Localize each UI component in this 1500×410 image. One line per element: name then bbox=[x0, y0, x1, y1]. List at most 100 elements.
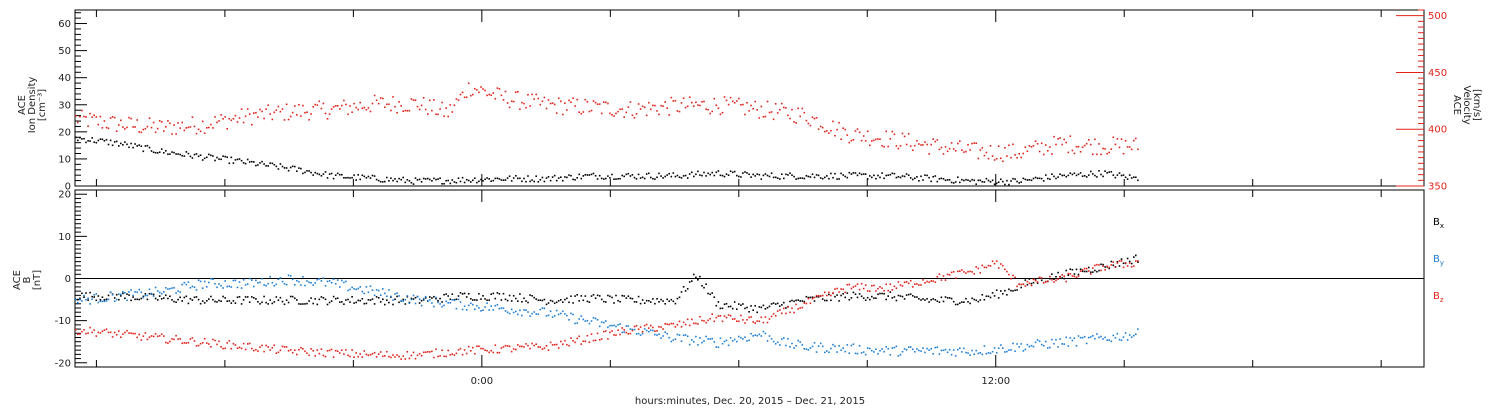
velocity-point bbox=[474, 87, 476, 90]
by-point bbox=[772, 340, 775, 343]
velocity-point bbox=[173, 124, 175, 126]
bz-point bbox=[940, 279, 943, 281]
bx-point bbox=[934, 299, 937, 301]
density-point bbox=[975, 183, 977, 185]
bz-point bbox=[750, 316, 752, 318]
density-point bbox=[971, 178, 973, 181]
velocity-point bbox=[543, 96, 546, 99]
velocity-point bbox=[494, 97, 497, 100]
by-point bbox=[259, 281, 261, 284]
density-point bbox=[592, 172, 595, 175]
density-point bbox=[940, 177, 943, 180]
velocity-point bbox=[1051, 153, 1053, 155]
by-point bbox=[1075, 345, 1078, 347]
velocity-point bbox=[359, 101, 361, 104]
bz-point bbox=[228, 340, 231, 342]
density-point bbox=[809, 176, 812, 178]
legend-by: By bbox=[1433, 254, 1444, 267]
bz-point bbox=[1004, 268, 1006, 271]
velocity-point bbox=[251, 123, 253, 126]
by-point bbox=[267, 282, 269, 285]
velocity-point bbox=[932, 138, 934, 140]
bx-point bbox=[668, 300, 670, 302]
velocity-point bbox=[95, 116, 98, 118]
density-point bbox=[269, 162, 271, 164]
b-tick-label: -10 bbox=[55, 316, 71, 327]
density-point bbox=[930, 180, 932, 183]
velocity-point bbox=[281, 108, 284, 110]
by-point bbox=[864, 353, 867, 356]
density-point bbox=[1051, 173, 1053, 175]
by-point bbox=[607, 326, 609, 329]
density-point bbox=[973, 179, 975, 182]
density-point bbox=[584, 174, 587, 176]
bx-point bbox=[277, 299, 280, 301]
density-point bbox=[183, 155, 186, 157]
bz-point bbox=[711, 313, 713, 315]
velocity-point bbox=[418, 108, 421, 111]
velocity-point bbox=[1096, 153, 1098, 156]
bz-point bbox=[776, 310, 779, 312]
bz-point bbox=[386, 350, 388, 353]
bz-point bbox=[91, 331, 93, 334]
bz-point bbox=[373, 351, 376, 354]
velocity-axis-label-line3: [km/s] bbox=[1471, 89, 1482, 121]
velocity-point bbox=[316, 104, 319, 106]
velocity-point bbox=[111, 116, 114, 118]
bz-point bbox=[535, 343, 537, 345]
bx-point bbox=[1010, 289, 1012, 292]
by-point bbox=[840, 349, 842, 351]
bz-point bbox=[811, 297, 814, 300]
by-point bbox=[531, 312, 533, 315]
by-point bbox=[281, 280, 284, 283]
bz-point bbox=[557, 347, 560, 349]
velocity-point bbox=[355, 106, 357, 109]
by-point bbox=[740, 336, 742, 339]
by-point bbox=[883, 350, 885, 353]
density-point bbox=[359, 178, 361, 181]
bx-point bbox=[377, 297, 380, 299]
velocity-point bbox=[680, 102, 683, 104]
bx-point bbox=[1110, 260, 1113, 263]
bz-point bbox=[437, 355, 439, 358]
velocity-point bbox=[539, 103, 542, 106]
bx-point bbox=[420, 299, 423, 302]
by-point bbox=[107, 298, 110, 301]
bz-point bbox=[568, 344, 570, 347]
bx-point bbox=[412, 298, 415, 300]
density-point bbox=[400, 178, 402, 181]
velocity-point bbox=[343, 99, 345, 102]
bx-point bbox=[138, 298, 140, 301]
velocity-point bbox=[840, 138, 842, 140]
velocity-point bbox=[248, 113, 251, 115]
velocity-point bbox=[148, 117, 151, 119]
density-point bbox=[97, 139, 100, 142]
by-point bbox=[752, 335, 754, 337]
bz-point bbox=[817, 295, 820, 297]
density-point bbox=[768, 175, 771, 178]
by-point bbox=[688, 343, 691, 346]
bz-point bbox=[715, 316, 718, 319]
density-point bbox=[785, 173, 787, 176]
by-point bbox=[439, 303, 441, 305]
bx-point bbox=[330, 300, 333, 302]
bx-point bbox=[977, 300, 980, 303]
bx-point bbox=[733, 301, 736, 303]
density-point bbox=[639, 177, 642, 179]
bx-point bbox=[1030, 282, 1033, 285]
bz-point bbox=[234, 344, 237, 346]
density-point bbox=[1094, 174, 1096, 177]
bx-point bbox=[240, 303, 243, 305]
by-point bbox=[821, 345, 824, 348]
density-point bbox=[122, 144, 124, 146]
bx-point bbox=[1071, 268, 1074, 271]
by-point bbox=[1006, 350, 1008, 353]
velocity-point bbox=[390, 109, 392, 112]
by-point bbox=[893, 346, 896, 349]
density-point bbox=[515, 175, 517, 177]
density-point bbox=[678, 176, 681, 178]
by-point bbox=[271, 281, 274, 284]
velocity-point bbox=[609, 112, 611, 115]
velocity-point bbox=[545, 107, 548, 110]
density-point bbox=[498, 178, 501, 180]
